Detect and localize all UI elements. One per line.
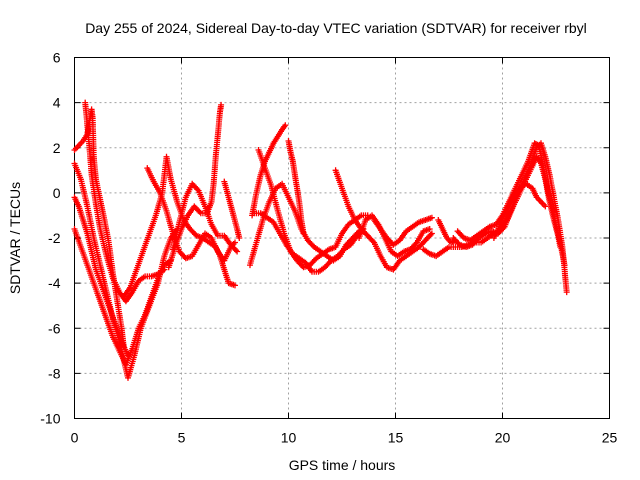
y-tick-label: -6 xyxy=(48,320,61,336)
y-tick-label: -2 xyxy=(48,230,61,246)
x-tick-label: 5 xyxy=(178,430,186,446)
series-markers xyxy=(285,138,307,237)
series-markers xyxy=(435,217,459,246)
data-series xyxy=(71,99,570,381)
series-sat-track-18 xyxy=(371,214,435,248)
series-markers xyxy=(251,210,367,275)
series-sat-track-2 xyxy=(71,226,174,368)
y-tick-label: -10 xyxy=(40,411,60,427)
series-markers xyxy=(332,167,435,273)
series-markers xyxy=(71,226,174,368)
series-sat-track-15 xyxy=(285,138,307,237)
series-sat-track-23 xyxy=(490,180,549,241)
series-markers xyxy=(490,180,549,241)
x-tick-label: 15 xyxy=(388,430,404,446)
y-tick-label: -4 xyxy=(48,275,61,291)
y-tick-label: 2 xyxy=(53,140,61,156)
series-sat-track-9 xyxy=(169,180,241,255)
series-markers xyxy=(221,178,243,241)
series-markers xyxy=(169,180,241,255)
series-sat-track-13 xyxy=(255,147,371,271)
series-sat-track-22 xyxy=(435,217,459,246)
series-sat-track-12 xyxy=(249,122,289,219)
axis-ticks xyxy=(74,57,610,419)
y-tick-label: 6 xyxy=(53,50,61,66)
x-axis-label: GPS time / hours xyxy=(289,457,396,473)
series-markers xyxy=(71,194,131,359)
chart-title: Day 255 of 2024, Sidereal Day-to-day VTE… xyxy=(85,20,587,36)
series-sat-track-4 xyxy=(71,106,127,350)
y-tick-label: 0 xyxy=(53,185,61,201)
series-sat-track-16 xyxy=(332,167,435,273)
x-tick-label: 10 xyxy=(281,430,297,446)
series-markers xyxy=(249,122,289,219)
series-sat-track-10 xyxy=(221,178,243,241)
x-tick-label: 25 xyxy=(602,430,618,446)
series-markers xyxy=(255,147,371,271)
axis-tick-labels: 0 5 10 15 20 25 -10 -8 -6 -4 -2 0 2 4 6 xyxy=(40,50,617,446)
y-tick-label: 4 xyxy=(53,95,61,111)
x-tick-label: 0 xyxy=(71,430,79,446)
series-sat-track-14 xyxy=(251,210,367,275)
x-tick-label: 20 xyxy=(495,430,511,446)
series-markers xyxy=(71,106,127,350)
series-markers xyxy=(371,214,435,248)
y-tick-label: -8 xyxy=(48,365,61,381)
series-sat-track-5 xyxy=(71,194,131,359)
y-axis-label: SDTVAR / TECUs xyxy=(7,182,23,294)
